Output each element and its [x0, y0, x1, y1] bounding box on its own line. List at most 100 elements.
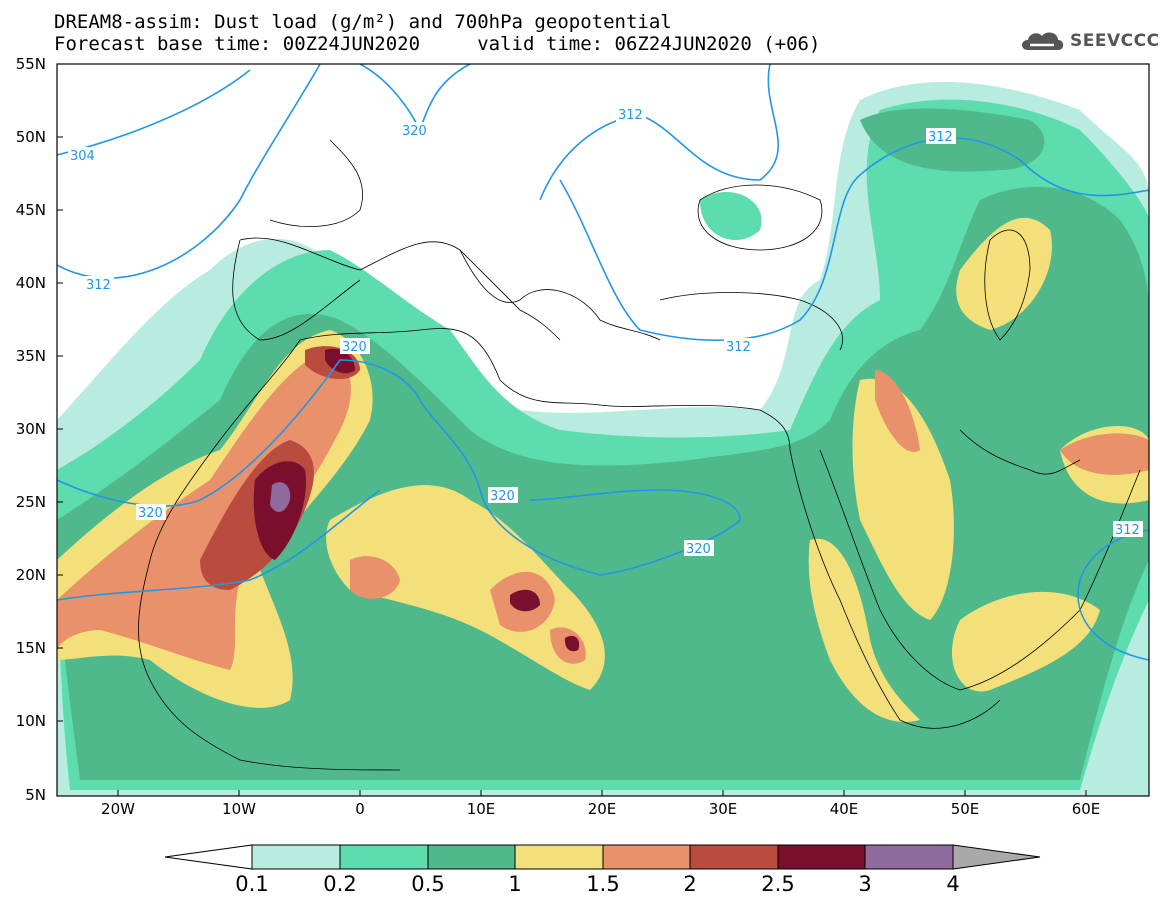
lon-tick-label: 30E — [709, 800, 738, 818]
colorbar-segment — [251, 844, 341, 870]
africa-west-coast — [138, 339, 401, 771]
lat-tick-label: 40N — [16, 274, 46, 292]
coastlines — [138, 139, 1141, 771]
colorbar-tick-label: 1.5 — [586, 872, 620, 896]
colorbar-tick-label: 1 — [508, 872, 522, 896]
colorbar-segment — [427, 844, 516, 870]
colorbar-tick-label: 2 — [683, 872, 697, 896]
arabia-coast — [819, 449, 1141, 691]
lat-tick-label: 20N — [16, 566, 46, 584]
colorbar-segment — [864, 844, 954, 870]
latitude-tick-marks — [57, 136, 63, 722]
contour-label: 312 — [86, 278, 111, 293]
map-title: DREAM8-assim: Dust load (g/m²) and 700hP… — [54, 11, 672, 33]
contour-label: 312 — [1115, 523, 1140, 538]
lat-tick-label: 30N — [16, 420, 46, 438]
europe-south-coast — [239, 237, 661, 341]
dust-region-1-arabia — [852, 378, 954, 620]
dust-region-1.5-iran — [1060, 433, 1149, 475]
dust-region-1-redsea — [808, 538, 920, 722]
seevccc-logo: SEEVCCC — [1018, 28, 1160, 54]
gulf-coast — [959, 429, 1081, 475]
lat-tick-label: 50N — [16, 128, 46, 146]
contour-label-bg — [488, 487, 518, 503]
contour-label-bg — [684, 540, 714, 556]
colorbar-min-arrow — [164, 844, 253, 870]
lat-tick-label: 10N — [16, 712, 46, 730]
contour-label: 312 — [928, 130, 953, 145]
lon-tick-label: 10W — [222, 800, 256, 818]
lat-tick-label: 25N — [16, 493, 46, 511]
lon-tick-label: 50E — [951, 800, 980, 818]
lon-tick-label: 10E — [467, 800, 496, 818]
colorbar-segment — [602, 844, 691, 870]
colorbar-segment — [777, 844, 866, 870]
contour-label-bg — [84, 276, 114, 292]
caspian-coast — [984, 229, 1031, 341]
lat-tick-label: 5N — [25, 786, 46, 804]
latitude-axis: 55N 50N 45N 40N 35N 30N 25N 20N 15N 10N … — [16, 55, 46, 804]
contour-label: 312 — [726, 340, 751, 355]
contour-label-bg — [926, 128, 956, 144]
contour-label: 320 — [138, 506, 163, 521]
contour-320-sahara — [57, 359, 741, 576]
dust-region-1-sahara — [326, 485, 605, 690]
dust-region-1-oman — [951, 591, 1100, 692]
africa-north-coast — [299, 328, 791, 451]
contour-312-iran — [1077, 529, 1149, 661]
lon-tick-label: 60E — [1072, 800, 1101, 818]
dust-field — [57, 81, 1149, 796]
contour-label: 320 — [342, 340, 367, 355]
dust-region-2.5-chad2 — [564, 635, 580, 652]
iberia-coast — [232, 239, 361, 341]
contour-label-bg — [724, 338, 754, 354]
contour-312-med — [559, 137, 1149, 342]
colorbar-segment — [689, 844, 779, 870]
colorbar-tick-label: 3 — [858, 872, 872, 896]
contour-label: 304 — [70, 149, 95, 164]
lat-tick-label: 55N — [16, 55, 46, 73]
turkey-coast — [659, 292, 843, 351]
dust-region-3 — [270, 482, 291, 512]
colorbar-tick-label: 0.2 — [323, 872, 357, 896]
lat-tick-label: 35N — [16, 347, 46, 365]
italy-coast — [459, 249, 561, 341]
lon-tick-label: 20E — [588, 800, 617, 818]
cloud-icon — [1022, 32, 1064, 50]
colorbar-segment — [339, 844, 429, 870]
contour-label: 320 — [402, 124, 427, 139]
colorbar-tick-label: 0.1 — [235, 872, 269, 896]
contour-312-europe — [539, 64, 779, 201]
colorbar — [164, 844, 1041, 870]
colorbar-segment — [514, 844, 604, 870]
lon-tick-label: 40E — [830, 800, 859, 818]
lat-tick-label: 15N — [16, 639, 46, 657]
colorbar-tick-label: 0.5 — [411, 872, 445, 896]
contour-label-bg — [1113, 521, 1143, 537]
longitude-tick-marks — [117, 790, 1087, 796]
contour-320-south — [57, 489, 381, 601]
dust-region-0.2-danube — [700, 191, 762, 240]
france-coast — [269, 139, 364, 227]
lon-tick-label: 0 — [355, 800, 365, 818]
dust-region-1.5 — [57, 350, 351, 670]
contour-label-bg — [340, 338, 370, 354]
contour-label-bg — [616, 106, 646, 122]
colorbar-max-arrow — [952, 844, 1041, 870]
logo-text: SEEVCCC — [1070, 31, 1160, 51]
lon-tick-label: 20W — [101, 800, 135, 818]
contour-label: 312 — [618, 108, 643, 123]
map-subtitle: Forecast base time: 00Z24JUN2020 valid t… — [54, 33, 821, 55]
contour-304 — [57, 69, 251, 156]
contour-labels: 304 312 320 320 312 312 320 320 320 312 … — [68, 106, 1143, 557]
colorbar-tick-label: 4 — [946, 872, 960, 896]
contour-label: 320 — [686, 542, 711, 557]
longitude-axis: 20W 10W 0 10E 20E 30E 40E 50E 60E — [101, 800, 1100, 818]
dust-region-1.5-sahara — [350, 556, 400, 599]
dust-region-1-caspian — [956, 217, 1052, 330]
contour-320-north — [359, 64, 471, 133]
colorbar-tick-label: 2.5 — [761, 872, 795, 896]
blacksea-coast — [697, 184, 823, 251]
dust-region-2.5-chad — [510, 589, 540, 612]
